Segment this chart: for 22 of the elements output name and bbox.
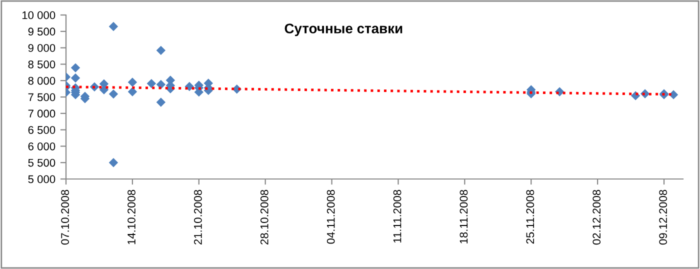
y-tick-label: 6 500 (28, 126, 56, 134)
x-tick-label: 02.12.2008 (592, 190, 601, 245)
x-tick-label: 04.11.2008 (326, 190, 335, 244)
x-tick-label: 07.10.2008 (61, 190, 69, 245)
y-tick-label: 6 000 (28, 142, 56, 150)
x-tick-label: 18.11.2008 (460, 190, 468, 244)
y-tick-label: 8 000 (28, 76, 56, 85)
x-tick-label: 11.11.2008 (393, 190, 402, 243)
y-tick-label: 7 000 (28, 110, 56, 118)
y-tick-label: 5 000 (28, 175, 56, 184)
y-tick-label: 9 500 (28, 28, 56, 36)
x-tick-label: 14.10.2008 (128, 190, 136, 244)
y-tick-label: 5 500 (28, 158, 56, 167)
y-tick-label: 8 500 (28, 60, 56, 68)
x-tick-label: 28.10.2008 (260, 190, 268, 244)
y-tick-label: 9 000 (28, 44, 56, 52)
y-tick-label: 10 000 (22, 11, 56, 20)
x-tick-label: 21.10.2008 (194, 190, 202, 244)
text: Суточные ставки (284, 24, 402, 36)
x-tick-label: 09.12.2008 (659, 190, 667, 245)
x-tick-label: 25.11.2008 (526, 190, 534, 244)
y-tick-label: 7 500 (28, 93, 56, 102)
